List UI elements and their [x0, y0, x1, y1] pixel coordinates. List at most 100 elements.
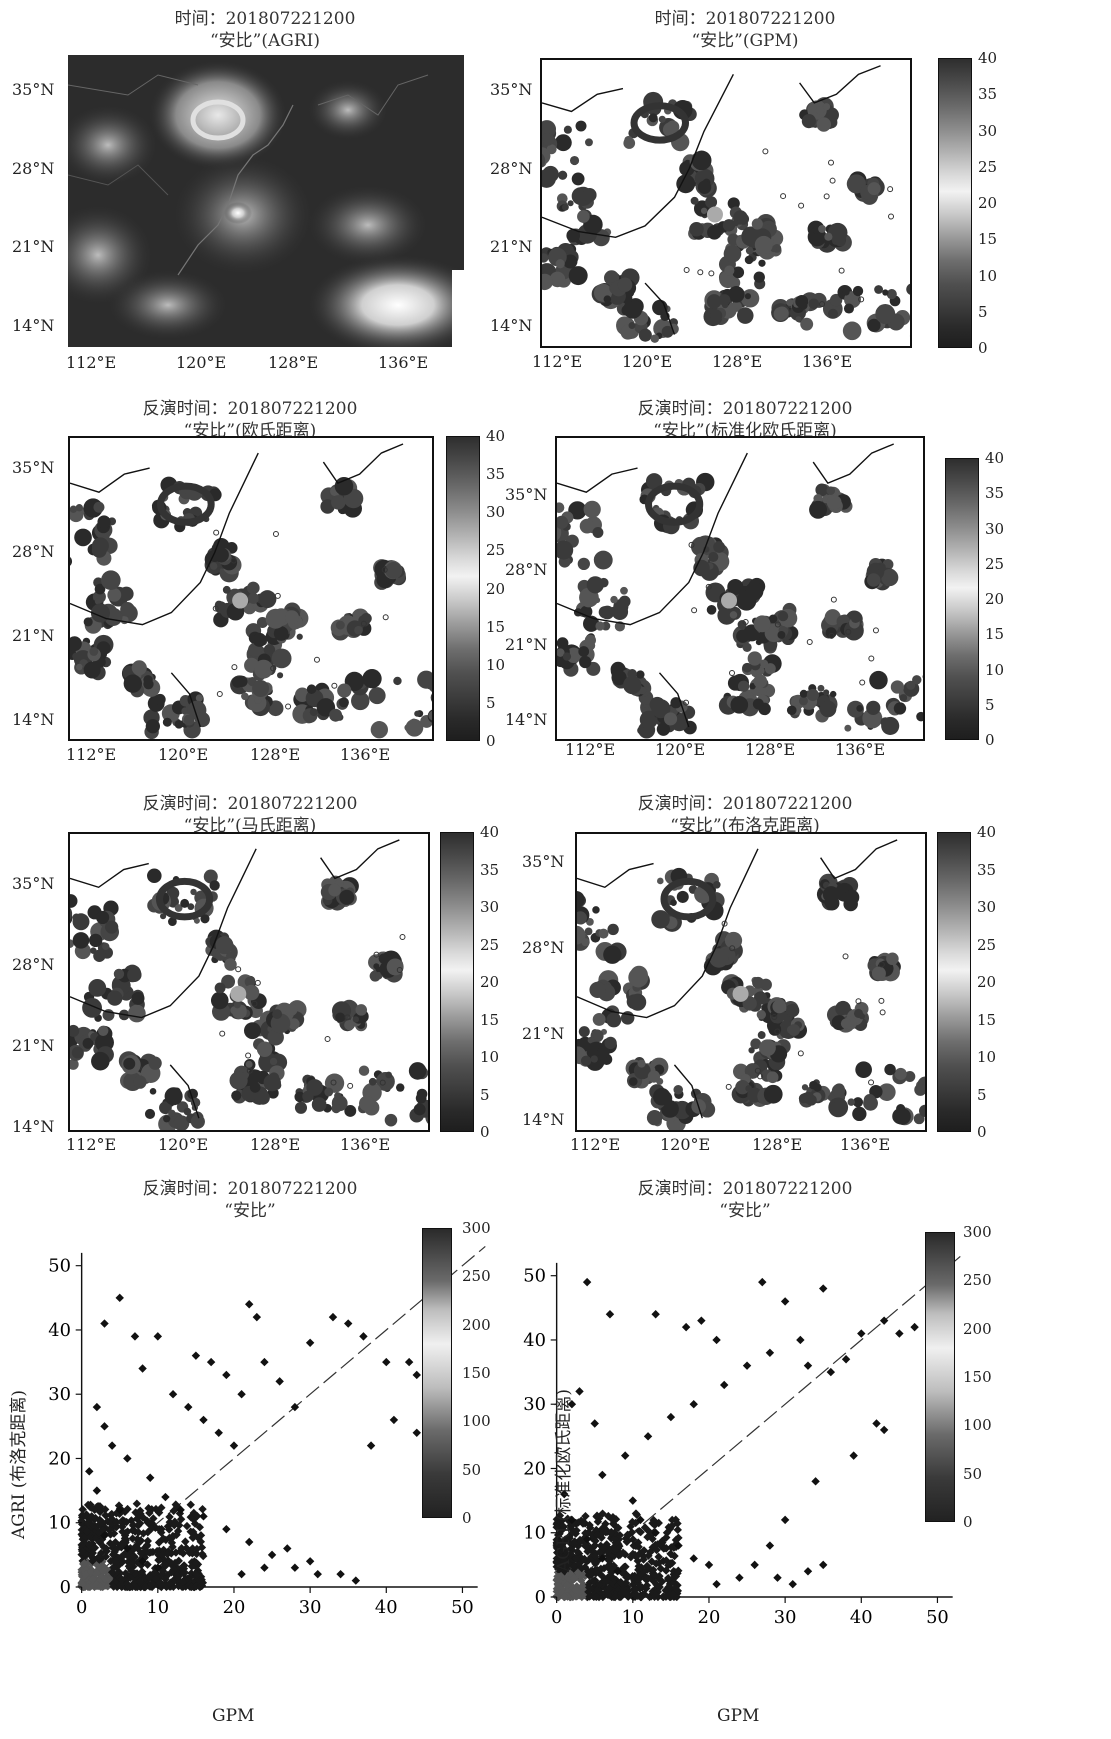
panel-title-line1: 反演时间：201807221200	[637, 1179, 853, 1199]
scatter-point	[147, 1524, 156, 1533]
scatter-point	[214, 1428, 223, 1437]
colorbar-tick: 20	[985, 590, 1005, 608]
lat-tick: 14°N	[505, 710, 548, 729]
scatter-point	[359, 1332, 368, 1341]
scatter-point	[590, 1419, 599, 1428]
y-tick-label: 30	[523, 1394, 546, 1415]
scatter-point	[803, 1361, 813, 1370]
colorbar-tick: 0	[977, 1123, 987, 1141]
colorbar-tick: 35	[985, 484, 1005, 503]
colorbar-tick: 50	[963, 1464, 983, 1483]
scatter-point	[598, 1470, 607, 1480]
colorbar-tick: 40	[480, 823, 500, 841]
scatter-point	[153, 1332, 163, 1341]
lat-tick: 35°N	[12, 874, 55, 893]
lat-tick: 14°N	[12, 1117, 55, 1136]
colorbar-scatter	[422, 1228, 452, 1518]
scatter-point	[704, 1560, 714, 1570]
panel-title-line1: 反演时间：201807221200	[142, 399, 358, 419]
scatter-point	[412, 1370, 421, 1380]
scatter-point	[796, 1335, 805, 1345]
colorbar-tick: 15	[985, 625, 1005, 644]
colorbar-tick: 0	[978, 339, 988, 357]
colorbar-tick: 40	[977, 823, 997, 841]
scatter-point	[857, 1329, 866, 1338]
scatter-point	[173, 1526, 183, 1536]
scatter-point	[412, 1428, 421, 1437]
lat-tick: 21°N	[12, 626, 55, 645]
colorbar-tick: 10	[977, 1048, 997, 1066]
colorbar-tick: 100	[462, 1412, 491, 1431]
y-tick-label: 50	[48, 1256, 71, 1277]
scatter-point	[712, 1335, 721, 1345]
scatter-point	[77, 1579, 86, 1588]
scatter-point	[351, 1576, 361, 1585]
scatter-point	[404, 1357, 414, 1367]
colorbar-tick: 10	[978, 266, 998, 285]
scatter-point	[132, 1499, 142, 1508]
panel-title-line2: “安比”	[224, 1201, 276, 1221]
scatter-point	[85, 1467, 94, 1476]
scatter-point	[78, 1505, 87, 1514]
precip-map-svg	[557, 443, 923, 739]
lon-tick: 136°E	[340, 745, 391, 764]
scatter-point	[642, 1561, 652, 1571]
lon-tick: 136°E	[378, 353, 429, 372]
scatter-ylabel: AGRI (标准化欧氏距离)	[554, 1388, 575, 1573]
precip-map	[68, 436, 434, 741]
colorbar-tick: 0	[486, 732, 496, 750]
panel-title-line1: 反演时间：201807221200	[142, 1179, 358, 1199]
precip-map	[555, 436, 925, 741]
colorbar-tick: 50	[462, 1460, 482, 1479]
colorbar-precip	[937, 832, 971, 1132]
panel-title-line2: “安比”	[719, 1201, 771, 1221]
scatter-point	[100, 1422, 109, 1431]
colorbar-tick: 200	[462, 1315, 491, 1334]
scatter-point	[780, 1297, 790, 1306]
scatter-point	[689, 1554, 698, 1563]
colorbar-tick: 25	[486, 541, 506, 560]
scatter-point	[742, 1361, 752, 1370]
lat-tick: 35°N	[505, 485, 548, 504]
colorbar-tick: 0	[985, 731, 995, 749]
scatter-point	[780, 1515, 790, 1525]
colorbar-tick: 5	[985, 695, 995, 714]
scatter-point	[336, 1569, 345, 1579]
reference-line	[556, 1255, 961, 1598]
scatter-point	[697, 1316, 706, 1325]
lat-tick: 28°N	[522, 938, 565, 957]
scatter-point	[735, 1573, 744, 1582]
scatter-point	[633, 1556, 643, 1566]
x-tick-label: 0	[76, 1597, 87, 1618]
lon-tick: 112°E	[532, 352, 583, 371]
scatter-point	[750, 1560, 759, 1570]
lat-tick: 28°N	[490, 159, 533, 178]
lat-tick: 21°N	[490, 237, 533, 256]
colorbar-tick: 40	[486, 427, 506, 445]
precip-map-svg	[577, 839, 925, 1130]
lon-tick: 128°E	[745, 740, 796, 759]
colorbar-tick: 40	[978, 49, 998, 67]
scatter-point	[184, 1402, 193, 1412]
lon-tick: 136°E	[802, 352, 853, 371]
scatter-point	[389, 1415, 399, 1425]
lon-tick: 120°E	[158, 1135, 209, 1154]
scatter-point	[313, 1569, 322, 1579]
scatter-point	[237, 1569, 246, 1579]
colorbar-tick: 0	[480, 1123, 490, 1141]
precip-map-svg	[542, 65, 910, 343]
lat-tick: 35°N	[490, 80, 533, 99]
scatter-point	[92, 1402, 102, 1412]
scatter-point	[123, 1454, 132, 1463]
colorbar-tick: 0	[462, 1509, 472, 1527]
lon-tick: 128°E	[250, 745, 301, 764]
scatter-point	[283, 1544, 292, 1553]
scatter-point	[153, 1563, 163, 1572]
scatter-point	[628, 1496, 638, 1505]
scatter-point	[841, 1355, 851, 1364]
scatter-point	[191, 1351, 201, 1360]
y-tick-label: 40	[523, 1330, 546, 1351]
lat-tick: 14°N	[12, 710, 55, 729]
x-tick-label: 50	[451, 1597, 474, 1618]
lon-tick: 128°E	[250, 1135, 301, 1154]
